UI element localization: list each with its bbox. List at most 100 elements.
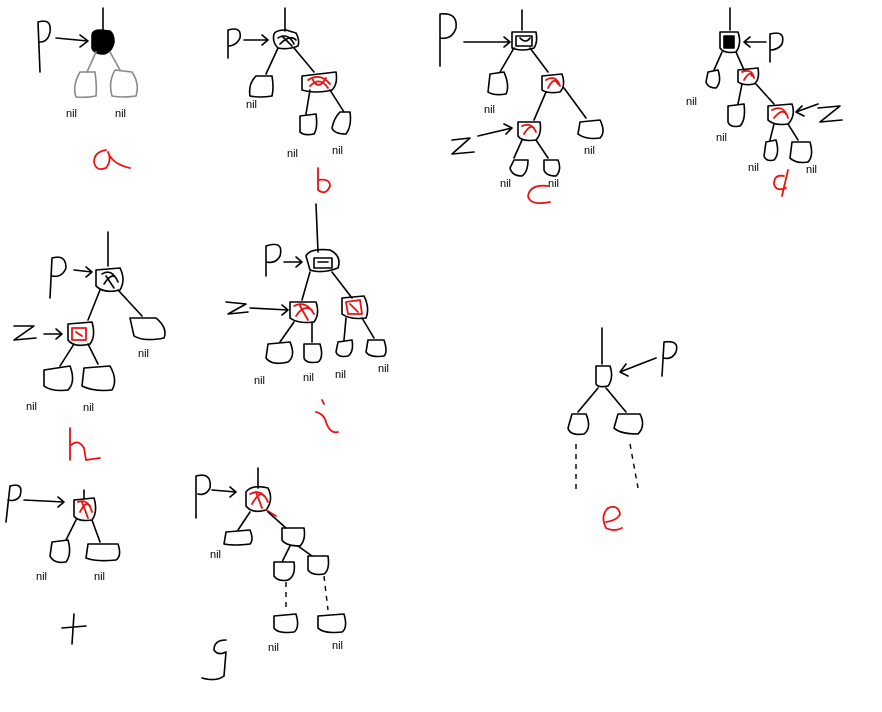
p-label (661, 340, 678, 377)
nil-label: nil (268, 642, 279, 654)
p-arrow (211, 486, 237, 498)
nil-label: nil (748, 162, 759, 174)
diagram-e (567, 327, 678, 531)
diagram-g: nil nil nil (195, 467, 347, 681)
subtree-root (613, 413, 644, 435)
nil-leaf (335, 339, 354, 358)
p-arrow (743, 36, 767, 48)
diagram-b: nil nil nil (227, 7, 352, 194)
nil-leaf (577, 119, 604, 140)
black-node (305, 248, 340, 273)
nil-leaf (365, 339, 387, 358)
red-node (301, 71, 338, 93)
nil-label: nil (806, 164, 817, 176)
nil-label: nil (378, 363, 389, 375)
diagram-d: nil nil nil nil (686, 7, 843, 197)
nil-leaf (299, 113, 318, 136)
nil-leaf (248, 75, 274, 98)
nil-label: nil (287, 148, 298, 160)
z-arrow (795, 103, 819, 117)
caption-b (317, 167, 331, 194)
nil-label: nil (26, 401, 37, 413)
black-node (272, 29, 300, 50)
subtree-node (273, 561, 296, 582)
p-label (227, 28, 242, 59)
nil-leaf (303, 343, 323, 364)
black-node (91, 29, 115, 55)
nil-leaf (487, 71, 509, 96)
diagram-h: nil nil nil (13, 231, 166, 461)
nil-leaf (223, 529, 253, 546)
red-node (245, 485, 272, 513)
p-arrow (283, 256, 303, 268)
p-label (5, 484, 22, 523)
red-node (289, 301, 319, 324)
p-arrow (55, 34, 89, 48)
black-node (719, 31, 741, 54)
nil-label: nil (36, 571, 47, 583)
nil-leaf (109, 69, 139, 98)
nil-label: nil (335, 369, 346, 381)
nil-leaf (763, 139, 779, 162)
nil-leaf (129, 317, 166, 341)
nil-leaf (789, 141, 813, 164)
nil-leaf (543, 159, 561, 177)
z-label (13, 325, 37, 341)
nil-label: nil (254, 375, 265, 387)
nil-label: nil (548, 178, 559, 190)
red-node (541, 73, 565, 94)
diagram-a: nil nil (37, 7, 139, 171)
caption-g (201, 639, 227, 681)
nil-label: nil (94, 571, 105, 583)
black-node (95, 267, 124, 293)
caption-i (315, 399, 339, 434)
red-node (341, 295, 369, 320)
p-arrow (23, 496, 65, 508)
nil-label: nil (115, 108, 126, 120)
z-arrow (249, 304, 289, 316)
nil-leaf (43, 365, 74, 392)
red-node (517, 121, 542, 142)
p-arrow (463, 36, 511, 48)
nil-label: nil (83, 402, 94, 414)
z-label (225, 301, 249, 315)
nil-label: nil (66, 108, 77, 120)
nil-label: nil (332, 145, 343, 157)
diagram-f: nil nil (5, 484, 121, 645)
p-arrow (73, 266, 93, 278)
nil-leaf (509, 159, 529, 177)
black-node (511, 31, 538, 51)
nil-label: nil (138, 348, 149, 360)
nil-label: nil (210, 549, 221, 561)
nil-label: nil (686, 96, 697, 108)
subtree-root (567, 413, 590, 436)
red-node (767, 103, 795, 126)
nil-leaf (705, 69, 721, 89)
nil-label: nil (332, 640, 343, 652)
caption-f (61, 613, 87, 645)
caption-a (93, 149, 131, 171)
nil-leaf (273, 613, 299, 634)
nil-leaf (85, 543, 121, 562)
p-label (265, 243, 282, 277)
caption-d (773, 169, 789, 197)
nil-label: nil (484, 104, 495, 116)
p-label (37, 20, 52, 73)
z-label (451, 137, 475, 155)
p-label (769, 32, 784, 63)
p-label (195, 474, 212, 519)
subtree-dashed (323, 575, 329, 611)
subtree-node (281, 527, 306, 547)
z-arrow (477, 123, 513, 137)
caption-h (69, 427, 101, 461)
diagram-c: nil nil nil nil (439, 9, 604, 205)
red-node (73, 497, 97, 522)
nil-label: nil (500, 178, 511, 190)
nil-leaf (727, 103, 746, 128)
z-label (817, 105, 843, 123)
p-label (49, 256, 67, 299)
nil-label: nil (303, 372, 314, 384)
subtree-dashed (629, 443, 639, 489)
nil-label: nil (246, 99, 257, 111)
